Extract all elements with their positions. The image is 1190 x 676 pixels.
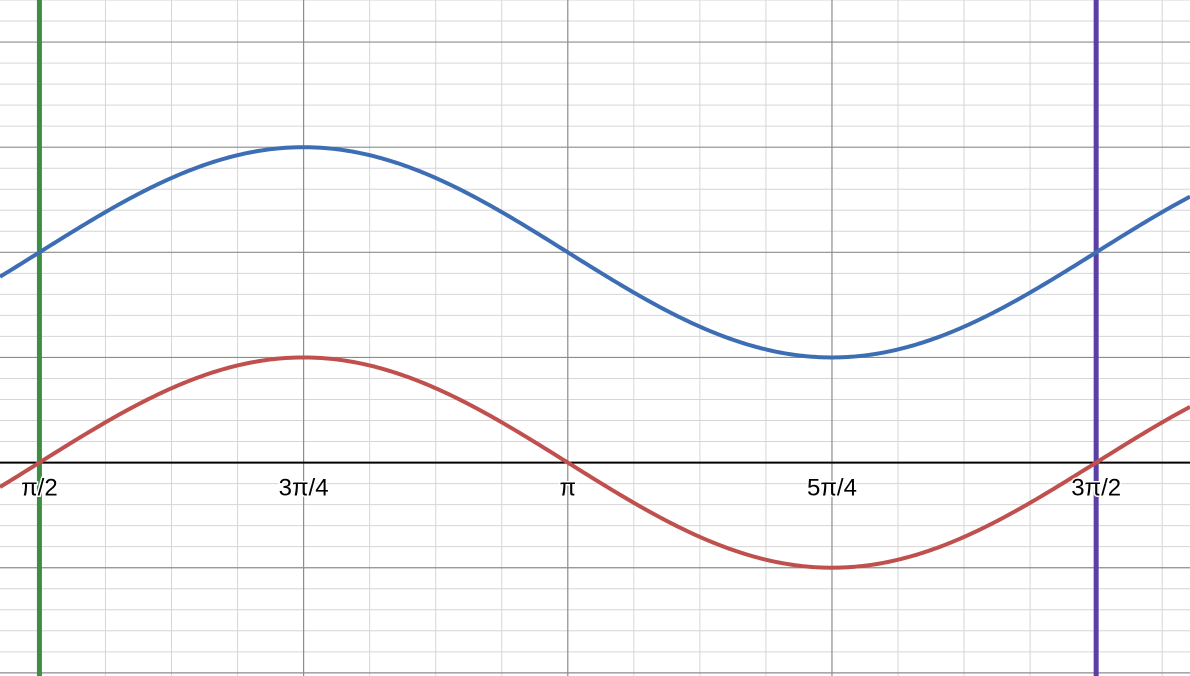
x-tick-labels: π/2 3π/4 π 5π/4 3π/2	[20, 473, 1123, 503]
tick-label-3pi-over-4: 3π/4	[279, 475, 329, 502]
tick-label-pi-over-2: π/2	[21, 475, 58, 502]
vertical-lines	[36, 0, 1099, 676]
series-curve-1	[0, 145, 1190, 360]
series-curve-2	[0, 355, 1190, 570]
tick-label-3pi-over-2: 3π/2	[1071, 475, 1121, 502]
tick-label-pi: π	[560, 475, 577, 502]
tick-label-5pi-over-4: 5π/4	[807, 475, 857, 502]
curves	[0, 145, 1190, 570]
